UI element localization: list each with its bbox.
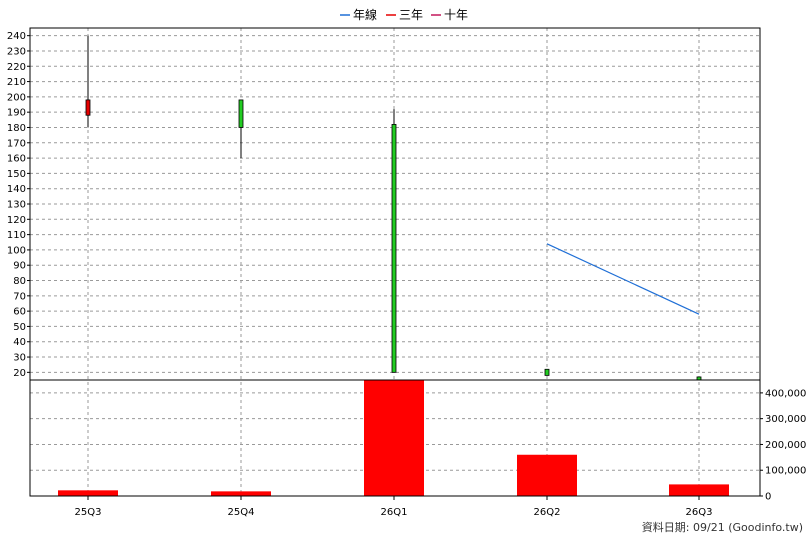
volume-tick-label: 400,000 [765, 388, 806, 399]
category-tick-label: 25Q3 [75, 507, 102, 518]
grid-lines [30, 28, 760, 496]
price-tick-label: 120 [7, 215, 26, 226]
price-tick-label: 20 [13, 368, 26, 379]
volume-bars [58, 380, 729, 496]
price-tick-label: 70 [13, 291, 26, 302]
volume-tick-label: 100,000 [765, 466, 806, 477]
candle-body [238, 99, 244, 128]
price-tick-label: 170 [7, 138, 26, 149]
candle-body [85, 99, 91, 116]
legend-item-year-line: 年線 [340, 7, 377, 22]
legend-item-ten-year: 十年 [431, 8, 468, 22]
candle-25Q3 [85, 35, 91, 128]
price-tick-label: 230 [7, 46, 26, 57]
price-tick-label: 220 [7, 62, 26, 73]
volume-bar [517, 454, 577, 496]
candle-25Q4 [238, 99, 244, 159]
price-tick-label: 60 [13, 307, 26, 318]
price-tick-label: 180 [7, 123, 26, 134]
candlesticks [85, 35, 702, 381]
source-date-label: 資料日期: 09/21 (Goodinfo.tw) [642, 520, 803, 534]
candle-body [391, 124, 397, 373]
volume-tick-label: 200,000 [765, 440, 806, 451]
category-tick-label: 26Q1 [381, 507, 408, 518]
volume-bar [364, 380, 424, 496]
category-tick-label: 26Q2 [534, 507, 561, 518]
price-tick-label: 130 [7, 200, 26, 211]
category-tick-label: 26Q3 [686, 507, 713, 518]
volume-bar [669, 484, 729, 496]
candle-body [544, 368, 550, 376]
price-tick-label: 190 [7, 108, 26, 119]
volume-bar [58, 490, 118, 496]
price-tick-label: 150 [7, 169, 26, 180]
volume-tick-label: 0 [765, 492, 771, 503]
volume-bar [211, 491, 271, 496]
legend: 年線 三年 十年 [340, 7, 468, 22]
volume-tick-label: 300,000 [765, 414, 806, 425]
price-tick-label: 140 [7, 184, 26, 195]
price-tick-label: 50 [13, 322, 26, 333]
price-tick-label: 210 [7, 77, 26, 88]
candle-26Q1 [391, 109, 397, 373]
price-tick-label: 100 [7, 245, 26, 256]
price-tick-label: 40 [13, 337, 26, 348]
price-tick-label: 90 [13, 261, 26, 272]
legend-label: 年線 [353, 7, 377, 22]
legend-item-three-year: 三年 [386, 8, 423, 22]
candle-26Q2 [544, 368, 550, 376]
price-tick-label: 30 [13, 353, 26, 364]
legend-label: 三年 [399, 8, 423, 22]
price-tick-label: 80 [13, 276, 26, 287]
price-tick-label: 240 [7, 31, 26, 42]
category-axis-ticks: 25Q3 25Q4 26Q1 26Q2 26Q3 [75, 496, 713, 518]
category-tick-label: 25Q4 [228, 507, 255, 518]
price-axis-ticks: 20 30 40 50 60 70 80 90 100 110 120 130 140 150 160 170… [7, 31, 30, 379]
price-tick-label: 200 [7, 92, 26, 103]
price-tick-label: 160 [7, 154, 26, 165]
legend-label: 十年 [444, 8, 468, 22]
year-line-series [546, 243, 700, 315]
moving-average-line [546, 243, 700, 315]
price-tick-label: 110 [7, 230, 26, 241]
volume-axis-ticks: 0 100,000 200,000 300,000 400,000 [760, 388, 806, 503]
